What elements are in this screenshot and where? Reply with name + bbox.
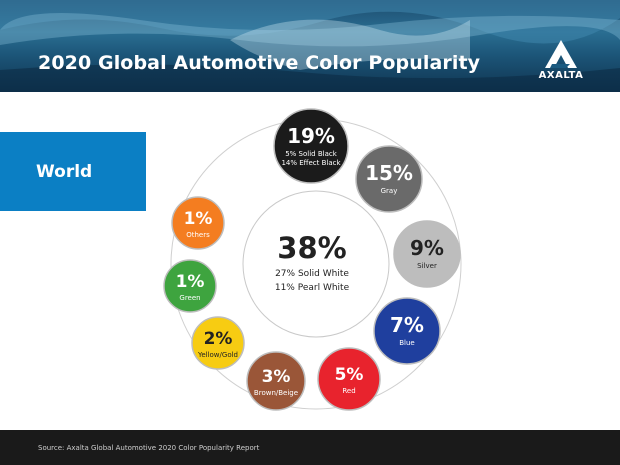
bubble-label: Gray — [381, 187, 398, 195]
region-label: World — [0, 132, 146, 211]
bubble-circle — [246, 351, 306, 411]
page-title: 2020 Global Automotive Color Popularity — [38, 52, 481, 74]
bubble-circle — [191, 316, 245, 370]
bubble-label: Blue — [399, 339, 415, 347]
bubble-label: Yellow/Gold — [197, 351, 238, 359]
wave-background — [0, 0, 620, 92]
center-detail-2: 11% Pearl White — [275, 283, 350, 293]
color-chart: 38% 27% Solid White 11% Pearl White 19% 5… — [163, 108, 462, 411]
logo-text: AXALTA — [538, 70, 584, 81]
bubble-others: 1% Others — [171, 196, 225, 250]
bubble-value: 1% — [184, 209, 213, 229]
bubble-silver: 9% Silver — [393, 220, 461, 288]
axalta-logo-icon — [545, 40, 577, 68]
bubble-label: Others — [186, 231, 210, 239]
bubble-value: 5% — [335, 365, 364, 385]
bubble-label: Silver — [417, 262, 437, 270]
bubble-circle — [273, 108, 349, 184]
bubble-yellow-gold: 2% Yellow/Gold — [191, 316, 245, 370]
bubble-circle — [393, 220, 461, 288]
bubble-value: 19% — [287, 124, 335, 148]
bubble-value: 2% — [204, 329, 233, 349]
center-detail-1: 27% Solid White — [275, 269, 349, 279]
bubble-label: 14% Effect Black — [281, 159, 341, 167]
bubble-label: Green — [179, 294, 200, 302]
bubble-red: 5% Red — [317, 347, 381, 411]
bubble-label: Red — [342, 387, 355, 395]
bubble-value: 9% — [410, 236, 444, 260]
bubble-gray: 15% Gray — [355, 145, 423, 213]
bubble-label: 5% Solid Black — [285, 150, 337, 158]
header-banner: 2020 Global Automotive Color Popularity … — [0, 0, 620, 92]
footer-source: Source: Axalta Global Automotive 2020 Co… — [0, 430, 620, 465]
bubble-value: 1% — [176, 272, 205, 292]
bubble-circle — [355, 145, 423, 213]
center-circle — [242, 190, 390, 338]
bubble-brown-beige: 3% Brown/Beige — [246, 351, 306, 411]
bubble-green: 1% Green — [163, 259, 217, 313]
center-value: 38% — [277, 231, 346, 265]
bubble-value: 7% — [390, 313, 424, 337]
bubble-value: 3% — [262, 367, 291, 387]
bubble-label: Brown/Beige — [254, 389, 298, 397]
bubble-blue: 7% Blue — [373, 297, 441, 365]
bubble-circle — [171, 196, 225, 250]
bubble-circle — [373, 297, 441, 365]
bubble-value: 15% — [365, 161, 413, 185]
bubble-circle — [163, 259, 217, 313]
bubble-circle — [317, 347, 381, 411]
